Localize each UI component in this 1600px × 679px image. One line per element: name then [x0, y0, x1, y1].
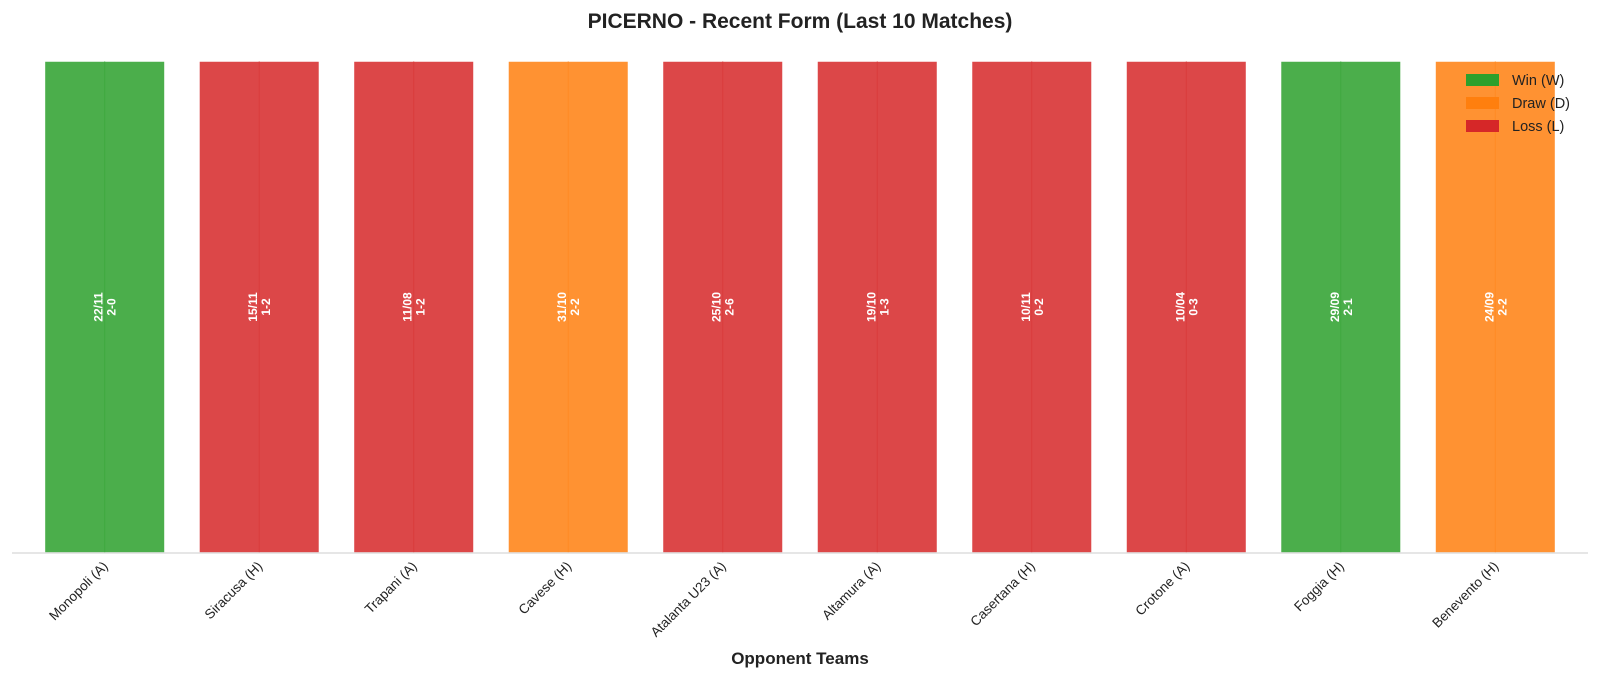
x-tick-label: Cavese (H): [515, 559, 574, 618]
bar-1: [43, 60, 166, 554]
bar-date-label: 24/09: [1482, 292, 1496, 322]
bar-score-label: 0-2: [1032, 298, 1046, 316]
bar-3: [352, 60, 475, 554]
x-tick-label: Altamura (A): [819, 559, 883, 623]
legend-swatch-d: [1466, 97, 1499, 109]
bar-label: 29/092-1: [1328, 292, 1355, 322]
bar-label: 22/112-0: [92, 292, 119, 322]
bar-label: 19/101-3: [864, 292, 891, 322]
bar-label: 10/110-2: [1019, 292, 1046, 322]
x-tick-label: Foggia (H): [1291, 559, 1347, 615]
bar-score-label: 1-2: [414, 298, 428, 316]
bar-date-label: 29/09: [1328, 292, 1342, 322]
bar-label: 11/081-2: [401, 292, 428, 322]
bar-score-label: 2-1: [1341, 298, 1355, 316]
legend: Win (W) Draw (D) Loss (L): [1466, 73, 1570, 135]
x-tick-label: Casertana (H): [967, 559, 1038, 630]
bar-score-label: 2-0: [105, 298, 119, 316]
bar-8: [1125, 60, 1248, 554]
bar-label: 24/092-2: [1482, 292, 1509, 322]
bar-10: [1434, 60, 1557, 554]
x-tick-label: Benevento (H): [1429, 559, 1501, 631]
bar-label: 15/111-2: [246, 292, 273, 322]
x-tick-label: Monopoli (A): [46, 559, 111, 624]
x-tick-label: Siracusa (H): [202, 559, 266, 623]
bar-label: 10/040-3: [1173, 292, 1200, 322]
x-tick-labels: Monopoli (A) Siracusa (H) Trapani (A) Caves…: [46, 559, 1501, 640]
chart-title: PICERNO - Recent Form (Last 10 Matches): [588, 10, 1013, 33]
bar-score-label: 1-2: [259, 298, 273, 316]
x-tick-label: Atalanta U23 (A): [648, 559, 729, 640]
bar-score-label: 1-3: [877, 298, 891, 316]
legend-swatch-l: [1466, 120, 1499, 132]
bar-6: [816, 60, 939, 554]
legend-label-d: Draw (D): [1512, 96, 1570, 112]
bar-9: [1279, 60, 1402, 554]
bar-date-label: 10/04: [1173, 292, 1187, 322]
legend-label-w: Win (W): [1512, 73, 1564, 89]
bar-label: 25/102-6: [710, 292, 737, 322]
x-tick-label: Crotone (A): [1132, 559, 1192, 619]
legend-swatch-w: [1466, 74, 1499, 86]
bar-date-label: 31/10: [555, 292, 569, 322]
bar-7: [970, 60, 1093, 554]
bar-score-label: 2-2: [568, 298, 582, 316]
x-tick-label: Trapani (A): [362, 559, 420, 617]
bars-group: 22/112-0 15/111-2 11/081-2 31/102-2 25/102-6…: [43, 60, 1557, 554]
bar-score-label: 2-6: [723, 298, 737, 316]
bar-2: [198, 60, 321, 554]
bar-date-label: 10/11: [1019, 292, 1033, 322]
x-axis-label: Opponent Teams: [731, 649, 869, 668]
bar-date-label: 19/10: [864, 292, 878, 322]
bar-label: 31/102-2: [555, 292, 582, 322]
legend-label-l: Loss (L): [1512, 119, 1564, 135]
bar-score-label: 2-2: [1495, 298, 1509, 316]
bar-date-label: 25/10: [710, 292, 724, 322]
bar-date-label: 11/08: [401, 292, 415, 322]
bar-date-label: 15/11: [246, 292, 260, 322]
bar-date-label: 22/11: [92, 292, 106, 322]
bar-score-label: 0-3: [1186, 298, 1200, 316]
